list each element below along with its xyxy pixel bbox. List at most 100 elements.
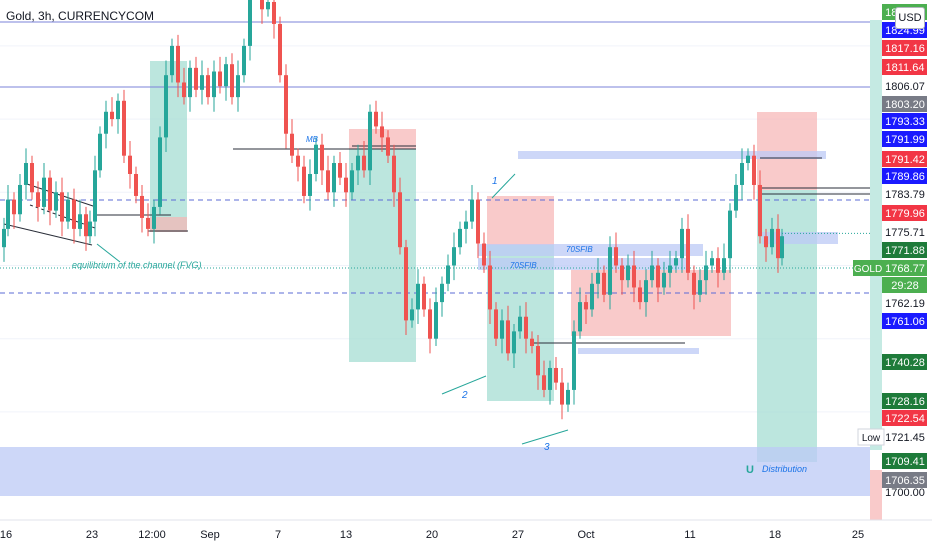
candle-body [278, 23, 282, 76]
time-label: 23 [86, 529, 98, 541]
candle-body [476, 199, 480, 244]
candle-body [680, 228, 684, 259]
candle-body [494, 309, 498, 339]
candle-body [18, 184, 22, 215]
candle-body [158, 137, 162, 207]
arrow-0 [96, 243, 121, 263]
currency-button[interactable]: USD [895, 7, 925, 29]
candle-body [770, 228, 774, 248]
time-label: 25 [852, 529, 864, 541]
candle-body [620, 265, 624, 281]
time-label: 27 [512, 529, 524, 541]
candle-body [78, 214, 82, 229]
time-label: Sep [200, 529, 220, 541]
price-label: 1789.86 [885, 171, 925, 183]
candle-body [554, 367, 558, 383]
candle-body [386, 137, 390, 156]
candle-body [764, 236, 768, 248]
candle-body [212, 71, 216, 98]
candles [2, 0, 870, 420]
annotation-5: 2 [461, 390, 468, 401]
candle-body [296, 155, 300, 167]
annotation-1: MB [306, 135, 319, 144]
candle-body [36, 192, 40, 207]
candle-body [590, 283, 594, 310]
price-label: 1709.41 [885, 456, 925, 468]
candle-body [338, 163, 342, 178]
candle-body [668, 265, 672, 273]
price-label-bg [882, 393, 927, 409]
price-axis-zone-red [870, 470, 882, 520]
price-axis-zone [870, 20, 882, 450]
candle-body [116, 100, 120, 120]
price-label: 1722.54 [885, 413, 925, 425]
arrow-2 [441, 375, 487, 395]
price-label-bg [882, 59, 927, 75]
candle-body [404, 247, 408, 321]
time-label: 11 [684, 529, 695, 541]
candle-body [572, 331, 576, 390]
candle-body [722, 258, 726, 273]
candle-body [578, 302, 582, 332]
price-label-bg [882, 277, 927, 293]
candle-body [290, 133, 294, 156]
candle-body [128, 155, 132, 174]
price-label-bg [882, 242, 927, 258]
candle-body [380, 126, 384, 138]
price-label: 1793.33 [885, 116, 925, 128]
candle-body [122, 100, 126, 156]
price-label-bg [882, 472, 927, 488]
candle-body [308, 173, 312, 196]
time-label: 16 [0, 529, 12, 541]
candle-body [500, 320, 504, 339]
price-label: 1791.99 [885, 134, 925, 146]
time-label: 12:00 [138, 529, 166, 541]
candle-body [2, 228, 6, 248]
low-tag-bg [857, 428, 885, 446]
candle-body [54, 192, 58, 211]
symbol-tag: GOLD [854, 264, 882, 275]
candle-body [560, 382, 564, 405]
candle-body [356, 155, 360, 171]
chart-title: Gold, 3h, CURRENCYCOM [6, 9, 155, 23]
time-label: Oct [577, 529, 594, 541]
candle-body [176, 45, 180, 83]
price-label-bg [882, 131, 927, 147]
candle-body [776, 228, 780, 259]
candle-body [716, 258, 720, 273]
candle-body [206, 75, 210, 98]
candle-body [88, 221, 92, 237]
candle-body [650, 265, 654, 281]
price-label-bg [882, 205, 927, 221]
candle-body [686, 228, 690, 273]
candle-body [692, 272, 696, 295]
time-label: 13 [340, 529, 352, 541]
annotation-2: 70SFIB [566, 245, 593, 254]
candle-body [674, 258, 678, 266]
candle-body [60, 192, 64, 222]
candle-body [368, 111, 372, 171]
candle-body [440, 283, 444, 303]
candle-body [596, 272, 600, 284]
arrow-1 [491, 173, 516, 199]
candle-body [428, 309, 432, 339]
price-label: 1700.00 [885, 487, 925, 499]
candle-body [398, 192, 402, 248]
price-label: 1740.28 [885, 357, 925, 369]
candle-body [350, 170, 354, 193]
candle-body [84, 214, 88, 237]
candle-body [200, 75, 204, 90]
candle-body [110, 111, 114, 120]
candle-body [662, 272, 666, 288]
candle-body [626, 265, 630, 281]
time-label: 7 [275, 529, 281, 541]
candle-body [66, 199, 70, 222]
annotation-6: 3 [544, 442, 550, 453]
candle-body [93, 170, 97, 222]
candle-body [482, 243, 486, 266]
candle-body [632, 265, 636, 288]
candle-body [512, 331, 516, 354]
annotation-4: 1 [492, 176, 498, 187]
